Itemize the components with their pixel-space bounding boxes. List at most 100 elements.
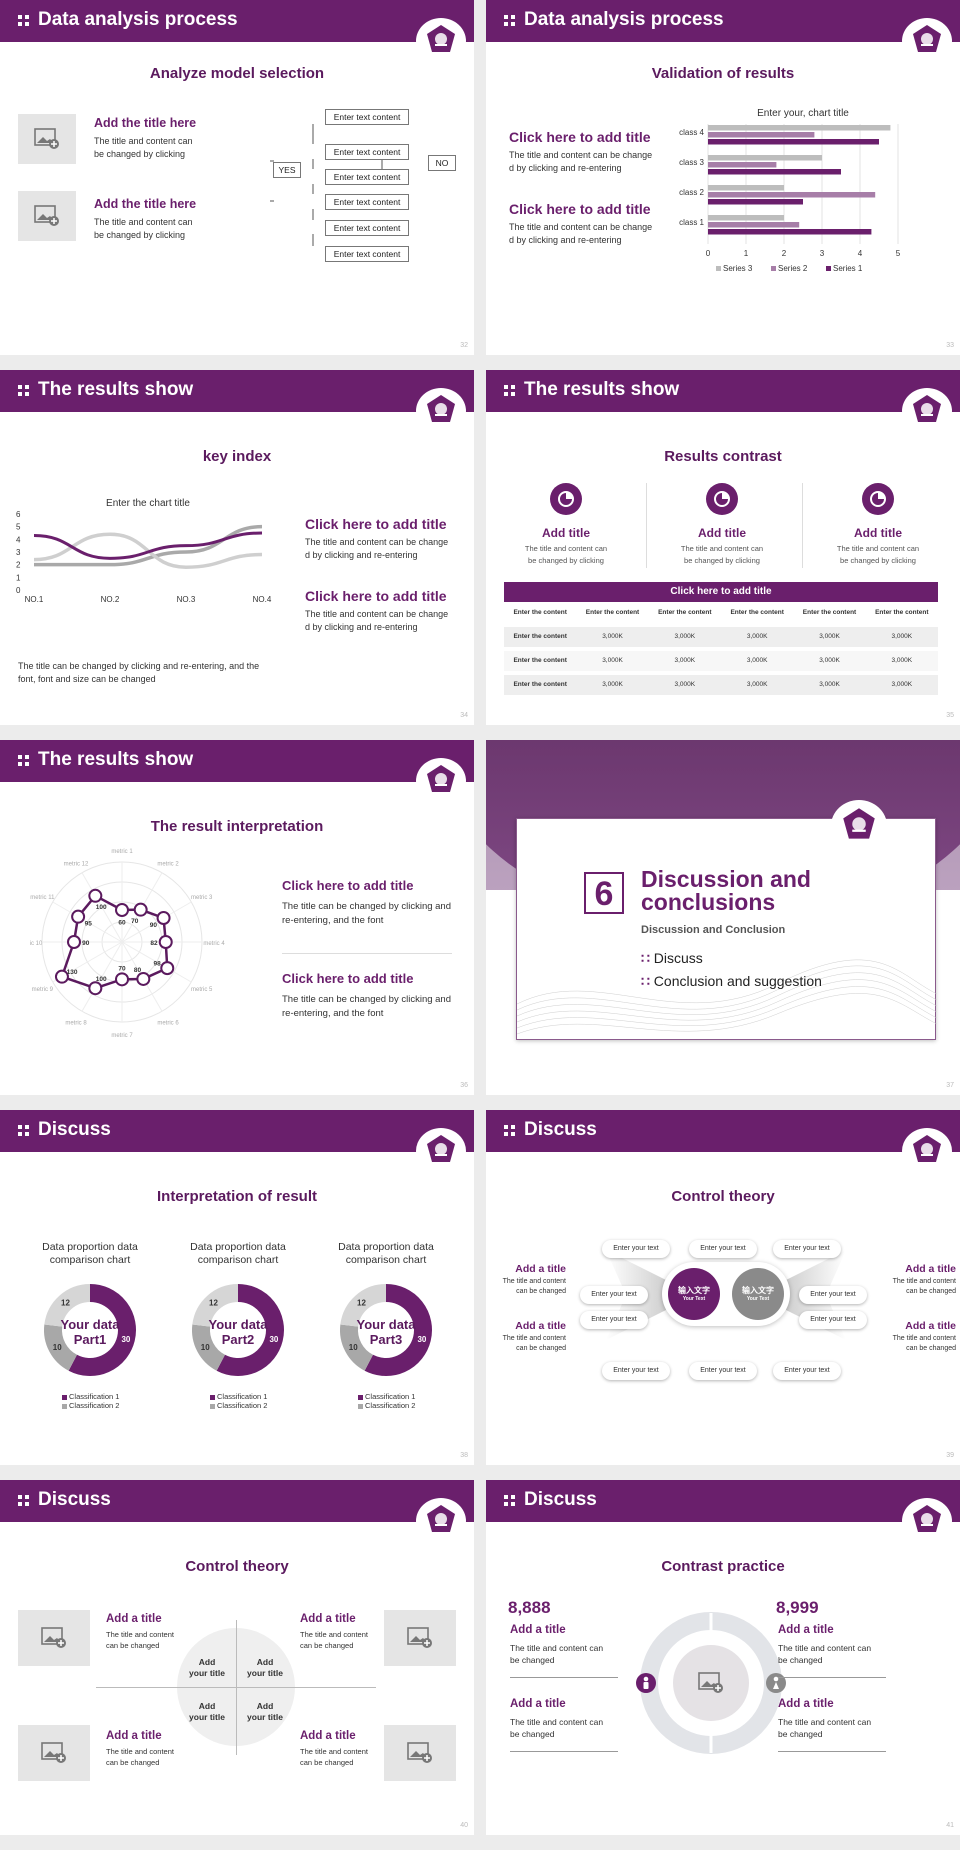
slide-33[interactable]: Data analysis process Validation of resu… xyxy=(486,0,960,355)
slide-subtitle: Analyze model selection xyxy=(149,65,325,82)
slide-35[interactable]: The results show Results contrast Add ti… xyxy=(486,370,960,725)
y-tick-label: class 2 xyxy=(679,188,704,197)
table-cell: 3,000K xyxy=(674,633,696,640)
flow-box[interactable]: Enter text content xyxy=(325,194,409,210)
slide-40[interactable]: Discuss Control theory Add your title Add… xyxy=(0,1480,474,1835)
slide-36[interactable]: The results show The result interpretati… xyxy=(0,740,474,1095)
item-text: The title and content can be changed xyxy=(300,1630,368,1650)
item-text: The title and content can be change d by … xyxy=(305,609,449,633)
bar xyxy=(708,169,841,175)
legend-swatch xyxy=(826,266,831,271)
grid-dots-icon xyxy=(504,15,516,27)
text-pill[interactable]: Enter your text xyxy=(689,1362,757,1380)
radar-spoke xyxy=(81,941,123,1012)
flow-box[interactable]: Enter text content xyxy=(325,220,409,236)
item-text: The title can be changed by clicking and… xyxy=(282,994,451,1019)
text-pill[interactable]: Enter your text xyxy=(799,1311,867,1329)
flow-box[interactable]: Enter text content xyxy=(325,246,409,262)
donut-slice xyxy=(340,1324,374,1371)
table-title[interactable]: Click here to add title xyxy=(504,582,938,602)
slide-41[interactable]: Discuss Contrast practice 8,888 8,999 Ad… xyxy=(486,1480,960,1835)
image-placeholder[interactable] xyxy=(384,1725,456,1781)
flow-box[interactable]: Enter text content xyxy=(325,109,409,125)
card-title: Add title xyxy=(698,526,746,540)
image-icon xyxy=(41,1742,66,1763)
x-tick-label: 5 xyxy=(896,249,901,258)
stat-number: 8,888 xyxy=(508,1598,551,1617)
page-number: 40 xyxy=(460,1822,468,1829)
image-placeholder[interactable] xyxy=(384,1610,456,1666)
radar-point xyxy=(115,903,129,917)
radar-point xyxy=(88,888,103,903)
university-crest-icon xyxy=(902,1128,952,1174)
image-placeholder[interactable] xyxy=(18,191,76,241)
quadrant-label[interactable]: Add your title xyxy=(247,1701,283,1722)
legend-swatch xyxy=(358,1404,363,1409)
section-item[interactable]: ∷ Discuss xyxy=(641,950,703,966)
quadrant-label[interactable]: Add your title xyxy=(189,1701,225,1722)
axis-label: metric 9 xyxy=(32,987,54,993)
header-title: The results show xyxy=(524,379,680,400)
item-title: Add a title xyxy=(300,1730,356,1742)
page-number: 33 xyxy=(946,342,954,349)
text-pill[interactable]: Enter your text xyxy=(580,1311,648,1329)
data-label: 82 xyxy=(150,940,158,947)
card-text: be changed by clicking xyxy=(840,556,916,565)
pie-icon xyxy=(706,483,738,515)
data-label: 95 xyxy=(85,921,93,928)
text-pill[interactable]: Enter your text xyxy=(602,1362,670,1380)
slide-37[interactable]: 6 Discussion and conclusions Discussion a… xyxy=(486,740,960,1095)
item-title: Add a title xyxy=(778,1698,834,1710)
slide-38[interactable]: Discuss Interpretation of result Data pr… xyxy=(0,1110,474,1465)
flowchart-connectors xyxy=(270,124,383,246)
x-tick-label: NO.1 xyxy=(25,595,44,604)
table-row: Enter the content 3,000K 3,000K 3,000K 3,000… xyxy=(504,675,938,695)
y-tick-label: class 1 xyxy=(679,218,704,227)
donut-slice xyxy=(68,1284,136,1376)
slide-32[interactable]: Data analysis process Analyze model sele… xyxy=(0,0,474,355)
text-pill[interactable]: Enter your text xyxy=(580,1286,648,1304)
legend-swatch xyxy=(716,266,721,271)
donut-center-label: Your data xyxy=(356,1317,416,1332)
text-pill[interactable]: Enter your text xyxy=(773,1362,841,1380)
bar xyxy=(708,132,815,138)
donut-title: comparison chart xyxy=(49,1254,131,1266)
slide-39[interactable]: Discuss Control theory 输入文字 Your Text 输入文… xyxy=(486,1110,960,1465)
x-tick-label: NO.3 xyxy=(177,595,196,604)
flow-box[interactable]: Enter text content xyxy=(325,169,409,185)
radar-spoke xyxy=(121,901,192,943)
page-number: 36 xyxy=(460,1082,468,1089)
image-placeholder[interactable] xyxy=(18,1725,90,1781)
text-pill[interactable]: Enter your text xyxy=(689,1240,757,1258)
contrast-ring xyxy=(640,1612,782,1754)
table-header-cell: Enter the content xyxy=(658,609,712,616)
legend-swatch xyxy=(62,1404,67,1409)
text-pill[interactable]: Enter your text xyxy=(602,1240,670,1258)
section-item[interactable]: ∷ Conclusion and suggestion xyxy=(641,973,822,989)
axis-label: metric 11 xyxy=(30,895,55,901)
item-text: The title and content can be changed xyxy=(300,1747,368,1767)
axis-label: metric 3 xyxy=(191,895,213,901)
text-pill[interactable]: Enter your text xyxy=(799,1286,867,1304)
center-circle-gray[interactable]: 输入文字 Your Text xyxy=(732,1268,784,1320)
legend-swatch xyxy=(358,1395,363,1400)
grid-dots-icon xyxy=(504,1125,516,1137)
radar-point xyxy=(71,909,86,924)
image-placeholder[interactable] xyxy=(18,1610,90,1666)
data-label: 98 xyxy=(153,960,161,967)
slide-34[interactable]: The results show key index Enter the cha… xyxy=(0,370,474,725)
table-cell: 3,000K xyxy=(602,681,623,688)
quadrant-label[interactable]: Add your title xyxy=(189,1657,225,1678)
quadrant-label[interactable]: Add your title xyxy=(247,1657,283,1678)
header-title: Discuss xyxy=(38,1489,111,1510)
slide-header: The results show xyxy=(0,370,474,412)
results-table: Enter the content Enter the content Enter … xyxy=(504,603,938,699)
x-tick-label: NO.4 xyxy=(253,595,272,604)
legend-swatch xyxy=(210,1404,215,1409)
center-circle-purple[interactable]: 输入文字 Your Text xyxy=(668,1268,720,1320)
flow-box[interactable]: Enter text content xyxy=(325,144,409,160)
text-pill[interactable]: Enter your text xyxy=(773,1240,841,1258)
y-tick-label: 5 xyxy=(16,523,21,532)
item-title: Add the title here xyxy=(94,116,197,130)
image-placeholder[interactable] xyxy=(18,114,76,164)
